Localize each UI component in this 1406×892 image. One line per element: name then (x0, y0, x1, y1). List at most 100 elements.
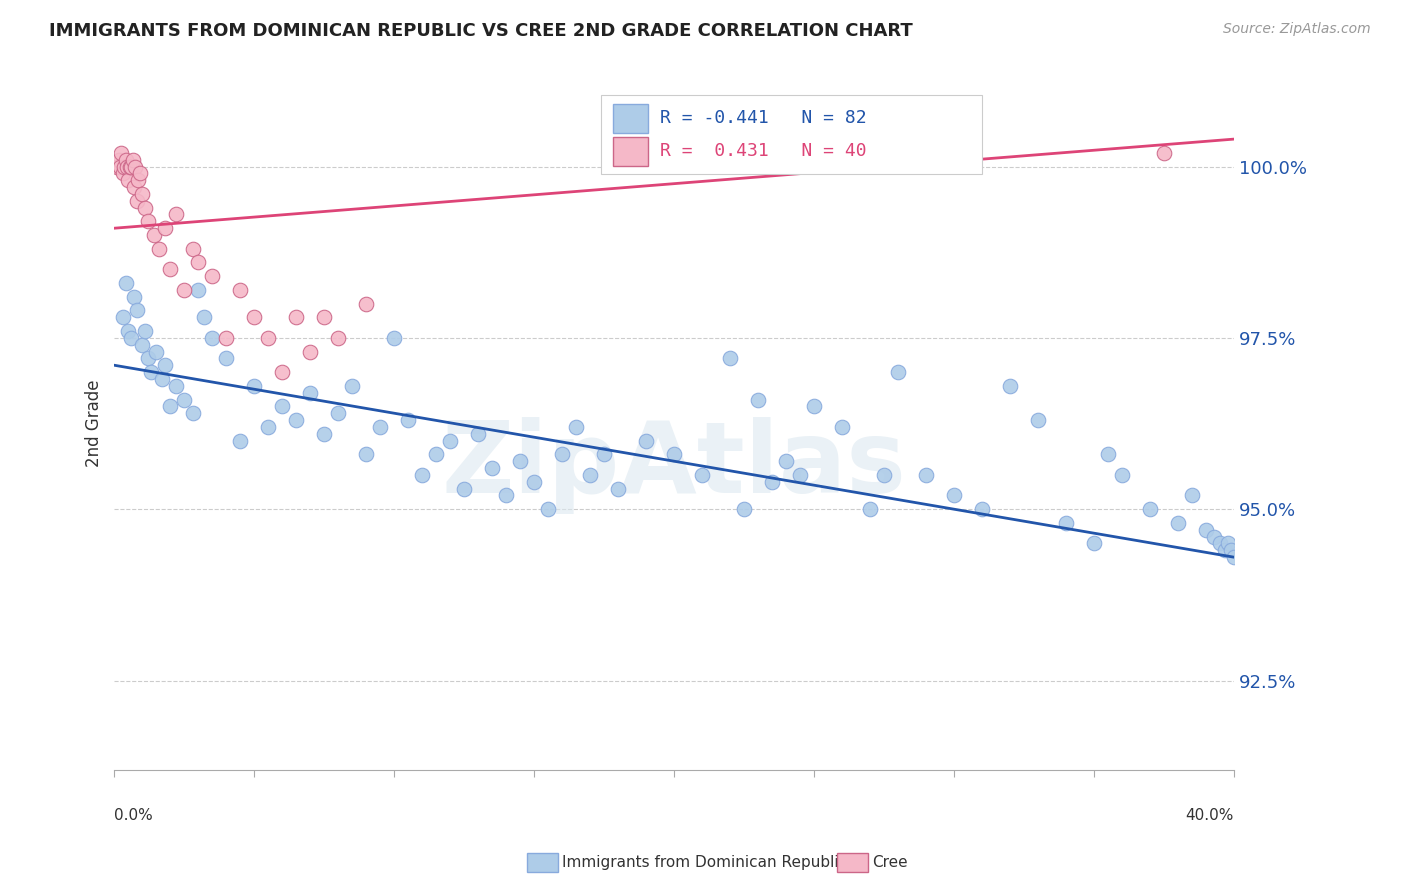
Point (1215, 543, 1237, 558)
Point (537, 502, 560, 516)
Point (467, 426, 489, 441)
Text: ZipAtlas: ZipAtlas (441, 417, 907, 514)
Point (314, 310, 336, 325)
Point (148, 242, 170, 256)
Point (257, 331, 280, 345)
Point (131, 186, 153, 201)
Point (1139, 502, 1161, 516)
Point (105, 160, 128, 174)
Text: 0.0%: 0.0% (114, 808, 153, 823)
Y-axis label: 2nd Grade: 2nd Grade (86, 380, 103, 467)
Text: Source: ZipAtlas.com: Source: ZipAtlas.com (1223, 22, 1371, 37)
Point (111, 310, 134, 325)
Point (285, 310, 308, 325)
Point (328, 331, 350, 345)
Point (873, 467, 896, 482)
Point (128, 166, 150, 180)
Point (1111, 467, 1133, 482)
Point (139, 365, 162, 379)
Point (215, 331, 238, 345)
Point (159, 400, 181, 414)
Point (453, 482, 475, 496)
Point (579, 467, 602, 482)
Point (1153, 145, 1175, 160)
Point (495, 488, 517, 502)
Point (142, 228, 165, 243)
Point (314, 426, 336, 441)
Point (108, 160, 131, 174)
Point (761, 475, 783, 489)
Point (107, 153, 129, 167)
Point (1223, 550, 1246, 565)
Text: 40.0%: 40.0% (1185, 808, 1234, 823)
Point (775, 454, 797, 468)
Point (551, 447, 574, 461)
Point (159, 262, 181, 277)
Point (607, 482, 630, 496)
Point (124, 160, 146, 174)
Point (382, 331, 405, 345)
Point (509, 454, 531, 468)
Point (1209, 536, 1232, 550)
Point (114, 153, 136, 167)
Point (523, 475, 546, 489)
Point (120, 331, 142, 345)
Text: IMMIGRANTS FROM DOMINICAN REPUBLIC VS CREE 2ND GRADE CORRELATION CHART: IMMIGRANTS FROM DOMINICAN REPUBLIC VS CR… (49, 22, 912, 40)
Point (1083, 536, 1105, 550)
Point (368, 420, 391, 434)
Point (145, 344, 167, 359)
Point (1026, 413, 1049, 427)
Point (243, 310, 266, 325)
Point (125, 303, 148, 318)
Point (136, 351, 159, 366)
Point (173, 392, 195, 407)
Point (271, 365, 294, 379)
Point (150, 372, 173, 386)
Point (299, 385, 322, 400)
Point (831, 420, 853, 434)
Point (114, 276, 136, 290)
Point (396, 413, 419, 427)
Point (117, 173, 139, 187)
Point (439, 434, 461, 448)
Point (859, 502, 882, 516)
Bar (613, 103, 648, 133)
Point (127, 173, 149, 187)
Point (181, 406, 204, 420)
Point (593, 447, 616, 461)
Point (243, 379, 266, 393)
Point (112, 160, 135, 174)
Point (173, 283, 195, 297)
Point (356, 447, 378, 461)
Point (271, 400, 294, 414)
Text: Immigrants from Dominican Republic: Immigrants from Dominican Republic (562, 855, 848, 870)
Point (425, 447, 447, 461)
Point (565, 420, 588, 434)
Point (1054, 516, 1077, 530)
Point (1218, 536, 1240, 550)
Point (915, 467, 938, 482)
Point (636, 434, 658, 448)
Point (789, 467, 811, 482)
Point (121, 153, 143, 167)
Point (165, 379, 187, 393)
Point (229, 283, 252, 297)
Point (215, 351, 238, 366)
Point (187, 283, 209, 297)
Point (134, 324, 156, 338)
Text: R =  0.431   N = 40: R = 0.431 N = 40 (659, 142, 866, 160)
Point (1195, 523, 1218, 537)
Point (747, 392, 769, 407)
Point (115, 160, 138, 174)
Point (887, 365, 910, 379)
Point (1204, 530, 1226, 544)
Point (125, 194, 148, 208)
Text: R = -0.441   N = 82: R = -0.441 N = 82 (659, 109, 866, 127)
Point (970, 502, 993, 516)
Point (201, 269, 224, 284)
Point (942, 488, 965, 502)
Point (733, 502, 755, 516)
Point (1181, 488, 1204, 502)
Point (229, 434, 252, 448)
Point (153, 358, 176, 372)
